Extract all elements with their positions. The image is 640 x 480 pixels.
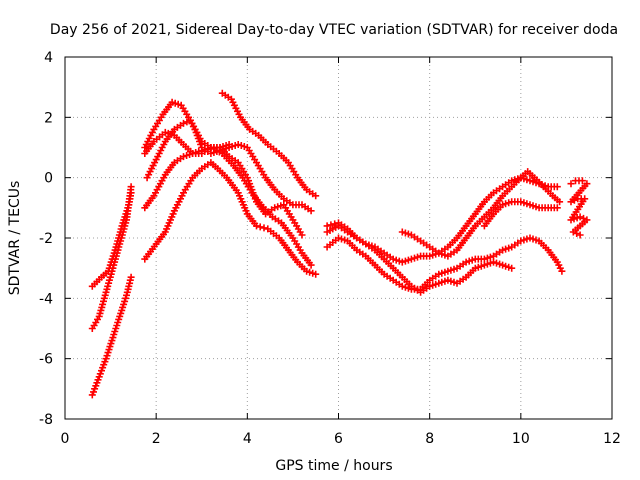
data-point bbox=[576, 213, 584, 221]
data-points bbox=[88, 89, 591, 399]
plot-frame bbox=[64, 56, 613, 420]
x-tick-label: 2 bbox=[152, 431, 161, 447]
y-tick-label: -6 bbox=[39, 352, 53, 368]
data-point bbox=[127, 183, 135, 191]
data-point bbox=[331, 220, 339, 228]
data-point bbox=[312, 270, 320, 278]
x-tick-label: 4 bbox=[243, 431, 252, 447]
y-tick-label: -4 bbox=[39, 291, 53, 307]
data-point bbox=[567, 198, 575, 206]
data-point bbox=[260, 224, 268, 232]
series-arc-4 bbox=[141, 159, 320, 278]
series-arc-3 bbox=[88, 189, 135, 290]
y-tick-label: -8 bbox=[39, 412, 53, 428]
series-arc-8 bbox=[141, 98, 233, 151]
data-point bbox=[183, 118, 191, 126]
data-point bbox=[225, 141, 233, 148]
data-point bbox=[508, 264, 516, 272]
x-tick-label: 10 bbox=[512, 431, 530, 447]
series-arc-14 bbox=[480, 198, 561, 230]
data-point bbox=[307, 261, 315, 269]
series-arc-1 bbox=[88, 273, 135, 399]
y-tick-label: -2 bbox=[39, 231, 53, 247]
data-point bbox=[253, 222, 260, 230]
data-point bbox=[180, 119, 187, 127]
data-point bbox=[127, 273, 135, 281]
y-axis-tick-labels: -8 -6 -4 -2 0 2 4 bbox=[39, 50, 53, 428]
x-tick-label: 8 bbox=[425, 431, 434, 447]
y-tick-label: 2 bbox=[44, 110, 53, 126]
data-point bbox=[567, 180, 575, 188]
series-arc-11 bbox=[323, 234, 566, 293]
data-point bbox=[307, 207, 315, 215]
y-axis-label: SDTVAR / TECUs bbox=[7, 181, 23, 296]
x-axis-tick-labels: 0 2 4 6 8 10 12 bbox=[61, 431, 621, 447]
chart-title: Day 256 of 2021, Sidereal Day-to-day VTE… bbox=[50, 22, 618, 38]
data-point bbox=[298, 231, 306, 239]
x-tick-label: 6 bbox=[334, 431, 343, 447]
data-point bbox=[576, 231, 584, 239]
data-point bbox=[556, 198, 564, 206]
data-point bbox=[312, 192, 320, 200]
x-axis-label: GPS time / hours bbox=[275, 458, 392, 474]
series-arc-13 bbox=[398, 168, 564, 260]
y-tick-label: 0 bbox=[44, 171, 53, 187]
x-tick-label: 12 bbox=[603, 431, 621, 447]
data-point bbox=[127, 189, 135, 197]
data-point bbox=[569, 228, 577, 236]
data-point bbox=[580, 214, 587, 222]
y-tick-label: 4 bbox=[44, 50, 53, 66]
data-point bbox=[553, 204, 561, 212]
data-point bbox=[558, 267, 566, 275]
series-arc-15 bbox=[567, 177, 591, 239]
data-point bbox=[578, 177, 586, 185]
data-point bbox=[327, 221, 335, 229]
x-tick-label: 0 bbox=[61, 431, 70, 447]
data-point bbox=[553, 183, 561, 191]
data-point bbox=[573, 230, 581, 237]
data-point bbox=[323, 222, 331, 230]
data-point bbox=[256, 223, 264, 231]
data-point bbox=[570, 196, 578, 204]
series-arc-9 bbox=[218, 89, 320, 200]
